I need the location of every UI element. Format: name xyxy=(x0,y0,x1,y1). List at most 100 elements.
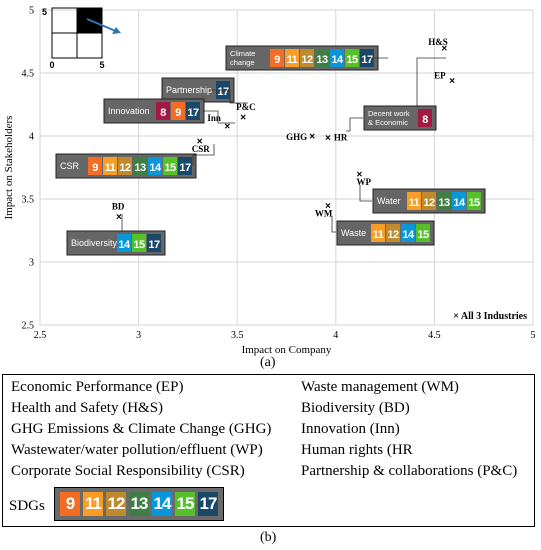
y-tick-label: 5 xyxy=(29,6,34,17)
panel-b-label: (b) xyxy=(260,530,277,545)
point-label: Inn xyxy=(207,113,221,123)
sdg-tile-number: 12 xyxy=(301,54,313,66)
point-marker: × xyxy=(325,201,331,212)
sdg-tile-15 xyxy=(132,234,146,252)
sdg-tile-15 xyxy=(416,224,430,242)
sdg-tile-11 xyxy=(285,49,299,67)
sdg-group-label: Partnership xyxy=(166,85,212,95)
sdg-tile-14 xyxy=(148,157,162,175)
point-label: GHG xyxy=(286,132,307,142)
materiality-chart: 2.5 3 3.5 4 4.5 5 2.5 3 3.5 4 4.5 5 Impact on Compan… xyxy=(3,6,536,357)
sdg-tile-number: 12 xyxy=(423,197,435,209)
x-tick-label: 2.5 xyxy=(34,330,47,341)
sdg-tile-12 xyxy=(300,49,314,67)
point-label: EP xyxy=(434,71,446,81)
sdg-tile-15 xyxy=(163,157,177,175)
sdg-group-label: CSR xyxy=(60,161,80,171)
sdg-group-label: change xyxy=(230,58,255,67)
sdg-tile-number: 13 xyxy=(316,54,328,66)
leader-line xyxy=(359,185,372,202)
sdg-legend-tile-15: 15 xyxy=(175,492,195,516)
legend-left-3: Wastewater/water pollution/effluent (WP) xyxy=(11,442,263,458)
point-marker: × xyxy=(116,212,122,223)
sdg-legend-tile-13: 13 xyxy=(129,492,149,516)
point-label: H&S xyxy=(428,37,448,47)
point-label: P&C xyxy=(236,102,256,112)
leader-line xyxy=(203,110,235,124)
abbreviation-legend: Economic Performance (EP) Health and Saf… xyxy=(2,374,535,527)
sdg-tile-number: 14 xyxy=(331,54,344,66)
x-tick-label: 3.5 xyxy=(231,330,244,341)
sdg-tile-number: 14 xyxy=(402,229,415,241)
sdg-legend-tile-14: 14 xyxy=(152,492,172,516)
leader-line xyxy=(331,216,336,233)
x-tick-label: 3 xyxy=(136,330,141,341)
sdg-legend-tile-17: 17 xyxy=(198,492,218,516)
legend-right-4: Partnership & collaborations (P&C) xyxy=(301,463,518,479)
sdg-tile-number: 13 xyxy=(438,197,450,209)
leader-line xyxy=(210,89,248,104)
sdg-tile-14 xyxy=(401,224,415,242)
sdg-tile-number: 11 xyxy=(105,162,116,174)
y-tick-label: 2.5 xyxy=(22,321,35,332)
sdg-tile-12 xyxy=(386,224,400,242)
sdg-tile-number: 11 xyxy=(287,54,298,66)
inset-arrowhead xyxy=(112,27,121,34)
sdg-tile-number: 15 xyxy=(133,239,145,251)
sdg-tile-14 xyxy=(452,192,466,210)
sdg-tile-number: 12 xyxy=(119,162,131,174)
legend-right-2: Innovation (Inn) xyxy=(301,421,400,437)
panel-a-label: (a) xyxy=(260,355,276,370)
sdg-tile-13 xyxy=(315,49,329,67)
sdg-tile-number: 17 xyxy=(179,162,191,174)
inset-low-label: 0 xyxy=(49,60,54,70)
sdg-tile-number: 11 xyxy=(409,197,420,209)
sdg-group-label: Innovation xyxy=(108,106,150,116)
sdg-tile-number: 11 xyxy=(373,229,384,241)
sdg-tile-12 xyxy=(118,157,132,175)
leader-line xyxy=(416,57,446,107)
sdg-tile-17 xyxy=(186,102,200,120)
sdg-tile-14 xyxy=(330,49,344,67)
sdg-tile-15 xyxy=(345,49,359,67)
sdg-group-label: Water xyxy=(377,196,401,206)
sdg-group-label: Climate xyxy=(230,49,255,58)
sdg-tile-number: 9 xyxy=(274,54,280,66)
point-marker: × xyxy=(309,132,315,143)
x-tick-label: 4 xyxy=(333,330,338,341)
point-marker: × xyxy=(441,43,447,54)
x-axis-label: Impact on Company xyxy=(242,344,332,356)
inset-max-label: 5 xyxy=(42,7,47,17)
sdg-tile-14 xyxy=(117,234,131,252)
sdg-tile-number: 13 xyxy=(134,162,146,174)
sdg-tile-number: 9 xyxy=(92,162,98,174)
sdg-tile-number: 15 xyxy=(417,229,429,241)
sdg-legend-tile-11: 11 xyxy=(83,492,103,516)
chart-legend: × All 3 Industries xyxy=(453,311,527,322)
sdg-tile-number: 17 xyxy=(187,107,199,119)
x-tick-label: 5 xyxy=(531,330,536,341)
point-marker: × xyxy=(325,133,331,144)
y-tick-label: 3 xyxy=(29,258,34,269)
sdg-group-label: Waste xyxy=(341,228,366,238)
leader-line xyxy=(346,117,363,132)
sdg-tile-number: 8 xyxy=(422,114,428,126)
sdg-tile-9 xyxy=(88,157,102,175)
sdg-tile-number: 14 xyxy=(453,197,466,209)
sdg-tile-number: 9 xyxy=(175,107,181,119)
sdg-tile-15 xyxy=(467,192,481,210)
y-tick-label: 3.5 xyxy=(22,195,35,206)
point-marker: × xyxy=(224,121,230,132)
sdg-tile-number: 15 xyxy=(346,54,358,66)
y-tick-label: 4.5 xyxy=(22,69,35,80)
sdg-tile-number: 15 xyxy=(468,197,480,209)
sdg-legend-tile-9: 9 xyxy=(60,492,80,516)
y-axis-label: Impact on Stakeholders xyxy=(3,116,15,220)
sdg-tile-17 xyxy=(178,157,192,175)
sdg-tile-number: 17 xyxy=(217,86,229,98)
legend-left-4: Corporate Social Responsibility (CSR) xyxy=(11,463,245,479)
legend-left-1: Health and Safety (H&S) xyxy=(11,400,164,416)
legend-right-3: Human rights (HR xyxy=(301,442,413,458)
legend-right-0: Waste management (WM) xyxy=(301,379,459,395)
leader-line xyxy=(192,144,215,166)
